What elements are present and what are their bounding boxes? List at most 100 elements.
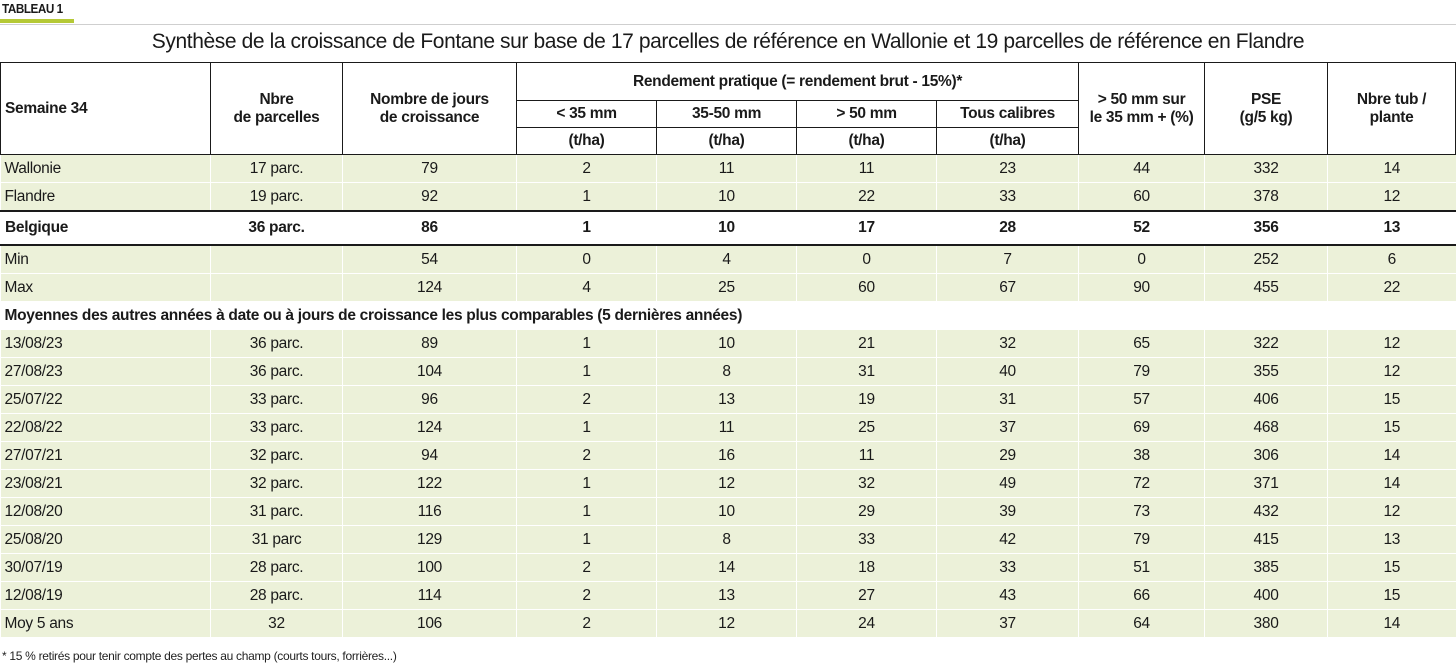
row-label: Flandre: [4, 187, 56, 205]
header-rendement: Rendement pratique (= rendement brut - 1…: [515, 62, 1080, 101]
table-cell: 54: [342, 245, 517, 274]
table-cell: 2: [516, 609, 657, 638]
table-cell: 44: [1078, 154, 1205, 183]
table-cell: 1: [516, 211, 657, 245]
table-row: 13/08/23 36 parc. 89 1 10 21 32 65 322 12: [0, 329, 1456, 358]
table-cell: 10: [656, 329, 797, 358]
row-label: 12/08/20: [4, 502, 63, 520]
table-cell: 4: [516, 273, 657, 302]
table-row: 25/08/20 31 parc 129 1 8 33 42 79 415 13: [0, 525, 1456, 554]
table-cell: 32 parc.: [210, 469, 343, 498]
table-cell: 90: [1078, 273, 1205, 302]
table-cell: 31 parc: [210, 525, 343, 554]
header-pse-line2: (g/5 kg): [1239, 108, 1293, 126]
header-semaine: Semaine 34: [0, 62, 211, 155]
table-cell: 1: [516, 469, 657, 498]
table-row: 25/07/22 33 parc. 96 2 13 19 31 57 406 15: [0, 385, 1456, 414]
header-tub-line1: Nbre tub /: [1356, 90, 1427, 108]
row-label: Moy 5 ans: [4, 614, 74, 632]
table-cell: 33: [796, 525, 937, 554]
table-cell: 12: [1327, 329, 1456, 358]
table-row: Moy 5 ans 32 106 2 12 24 37 64 380 14: [0, 609, 1456, 638]
row-label: 27/08/23: [4, 362, 63, 380]
table-cell: 13: [1327, 525, 1456, 554]
table-cell: 11: [796, 441, 937, 470]
header-tous-calibres: Tous calibres: [935, 100, 1080, 128]
table-cell: 8: [656, 357, 797, 386]
table-cell: 0: [1078, 245, 1205, 274]
table-cell: 252: [1204, 245, 1328, 274]
table-cell: 14: [1327, 469, 1456, 498]
row-label: Min: [4, 250, 29, 268]
table-cell: 25: [656, 273, 797, 302]
row-label: 13/08/23: [4, 334, 63, 352]
table-cell: 37: [935, 413, 1079, 442]
table-row: Max 124 4 25 60 67 90 455 22: [0, 273, 1456, 302]
tag-accent-bar: [0, 19, 74, 23]
table-cell: 29: [935, 441, 1079, 470]
table-cell: 57: [1078, 385, 1205, 414]
table-cell: 13: [1327, 211, 1456, 245]
header-pct-line2: le 35 mm + (%): [1089, 108, 1194, 126]
table-row: 23/08/21 32 parc. 122 1 12 32 49 72 371 14: [0, 469, 1456, 498]
table-cell: 124: [342, 273, 517, 302]
table-cell: 11: [796, 154, 937, 183]
row-label: 12/08/19: [4, 586, 63, 604]
table-row: 27/08/23 36 parc. 104 1 8 31 40 79 355 12: [0, 357, 1456, 386]
table-cell: 52: [1078, 211, 1205, 245]
table-cell: 104: [342, 357, 517, 386]
table-cell: 31 parc.: [210, 497, 343, 526]
table-cell: 14: [1327, 154, 1456, 183]
table-cell: 14: [1327, 609, 1456, 638]
header-jours-line1: Nombre de jours: [370, 90, 489, 108]
header-unit: (t/ha): [516, 127, 657, 155]
table-cell: 32: [796, 469, 937, 498]
table-cell: 0: [796, 245, 937, 274]
table-cell: 8: [656, 525, 797, 554]
table-cell: 31: [935, 385, 1079, 414]
table-cell: 371: [1204, 469, 1328, 498]
table-cell: 14: [1327, 441, 1456, 470]
table-cell: 2: [516, 581, 657, 610]
table-cell: 6: [1327, 245, 1456, 274]
table-cell: 406: [1204, 385, 1328, 414]
table-cell: 72: [1078, 469, 1205, 498]
table-cell: 15: [1327, 581, 1456, 610]
table-cell: 385: [1204, 553, 1328, 582]
table-cell: 37: [935, 609, 1079, 638]
header-jours-croissance: Nombre de jours de croissance: [342, 62, 517, 155]
table-cell: 432: [1204, 497, 1328, 526]
header-gt50: > 50 mm: [796, 100, 937, 128]
table-cell: 332: [1204, 154, 1328, 183]
table-cell: 19: [796, 385, 937, 414]
row-label: 22/08/22: [4, 418, 63, 436]
table-cell: 28: [935, 211, 1079, 245]
table-cell: 11: [656, 154, 797, 183]
table-row: Wallonie 17 parc. 79 2 11 11 23 44 332 14: [0, 154, 1456, 183]
header-pct-line1: > 50 mm sur: [1097, 90, 1186, 108]
table-cell: 19 parc.: [210, 182, 343, 211]
table-cell: 306: [1204, 441, 1328, 470]
table-cell: 0: [516, 245, 657, 274]
table-cell: 12: [656, 469, 797, 498]
table-cell: 22: [796, 182, 937, 211]
table-cell: [210, 245, 343, 274]
header-tub-plante: Nbre tub / plante: [1327, 62, 1456, 155]
table-cell: 12: [1327, 497, 1456, 526]
table-cell: 13: [656, 581, 797, 610]
header-nbre-parcelles: Nbre de parcelles: [210, 62, 343, 155]
header-pse-line1: PSE: [1250, 90, 1282, 108]
table-cell: 380: [1204, 609, 1328, 638]
table-cell: 1: [516, 182, 657, 211]
row-label: 25/08/20: [4, 530, 63, 548]
table-cell: 378: [1204, 182, 1328, 211]
table-cell: 2: [516, 553, 657, 582]
table-cell: 1: [516, 329, 657, 358]
table-tag: TABLEAU 1: [2, 1, 63, 16]
table-cell: 415: [1204, 525, 1328, 554]
table-cell: 100: [342, 553, 517, 582]
table-cell: 17 parc.: [210, 154, 343, 183]
table-cell: 12: [656, 609, 797, 638]
table-cell: 122: [342, 469, 517, 498]
table-cell: 116: [342, 497, 517, 526]
